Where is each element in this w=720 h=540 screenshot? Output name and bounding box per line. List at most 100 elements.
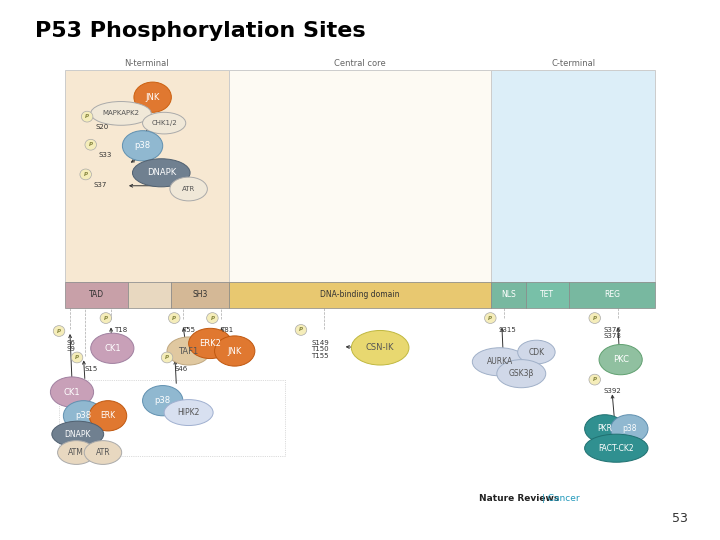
Text: NES: NES	[605, 289, 622, 298]
Ellipse shape	[63, 401, 104, 431]
Ellipse shape	[518, 340, 555, 364]
Text: ERK: ERK	[100, 411, 116, 420]
Ellipse shape	[143, 112, 186, 134]
Ellipse shape	[485, 313, 496, 323]
Bar	[491, 70, 655, 282]
Text: S15: S15	[85, 366, 98, 372]
Text: PKR: PKR	[598, 424, 612, 433]
Text: ATR: ATR	[182, 186, 195, 192]
Ellipse shape	[611, 415, 648, 443]
Text: TAF1: TAF1	[179, 347, 199, 355]
Bar	[526, 282, 569, 308]
Ellipse shape	[122, 131, 163, 161]
Text: P53 Phosphorylation Sites: P53 Phosphorylation Sites	[35, 21, 365, 40]
Ellipse shape	[84, 441, 122, 464]
Ellipse shape	[50, 377, 94, 407]
Ellipse shape	[81, 111, 93, 122]
Ellipse shape	[100, 313, 112, 323]
Ellipse shape	[589, 374, 600, 385]
Ellipse shape	[52, 421, 104, 447]
Text: S392: S392	[603, 388, 621, 394]
Text: p38: p38	[622, 424, 636, 433]
Text: T81: T81	[220, 327, 233, 333]
Text: DNAPK: DNAPK	[147, 168, 176, 177]
Text: P: P	[488, 315, 492, 321]
Ellipse shape	[89, 401, 127, 431]
Text: S6
S9: S6 S9	[67, 340, 76, 352]
Text: T18: T18	[114, 327, 127, 333]
Ellipse shape	[58, 441, 95, 464]
Ellipse shape	[167, 337, 210, 365]
Text: P: P	[210, 315, 215, 321]
Text: p38: p38	[135, 141, 150, 150]
Bar	[65, 282, 128, 308]
Ellipse shape	[91, 102, 151, 125]
Text: P: P	[165, 355, 169, 360]
Text: CK1: CK1	[63, 388, 81, 396]
Ellipse shape	[472, 348, 527, 376]
Ellipse shape	[351, 330, 409, 365]
Ellipse shape	[295, 325, 307, 335]
Text: P: P	[172, 315, 176, 321]
Text: CDK: CDK	[528, 348, 544, 356]
Text: P: P	[593, 377, 597, 382]
Bar	[229, 70, 491, 282]
Text: S376
S378: S376 S378	[603, 327, 621, 339]
Text: PKC: PKC	[613, 355, 629, 364]
Text: CHK1/2: CHK1/2	[151, 120, 177, 126]
Text: P: P	[75, 355, 79, 360]
Ellipse shape	[53, 326, 65, 336]
Text: S37: S37	[94, 182, 107, 188]
Text: GSK3β: GSK3β	[508, 369, 534, 378]
Text: p38: p38	[76, 411, 91, 420]
Text: ATR: ATR	[96, 448, 110, 457]
Text: FACT-CK2: FACT-CK2	[598, 444, 634, 453]
Text: P: P	[84, 172, 88, 177]
Text: REG: REG	[604, 291, 620, 299]
Bar	[569, 282, 655, 308]
Text: TAD: TAD	[89, 291, 104, 299]
Text: JNK: JNK	[145, 93, 160, 102]
Text: P: P	[89, 142, 93, 147]
Text: P: P	[299, 327, 303, 333]
Ellipse shape	[85, 139, 96, 150]
Text: JNK: JNK	[228, 347, 242, 355]
Text: | Cancer: | Cancer	[539, 494, 579, 503]
Ellipse shape	[207, 313, 218, 323]
Text: S20: S20	[95, 124, 108, 130]
Ellipse shape	[589, 313, 600, 323]
Text: S149
T150
T155: S149 T150 T155	[311, 340, 329, 359]
Ellipse shape	[134, 82, 171, 112]
Ellipse shape	[585, 415, 625, 443]
Ellipse shape	[497, 360, 546, 388]
Text: AURKA: AURKA	[487, 357, 513, 366]
Text: C-terminal: C-terminal	[551, 59, 595, 68]
Text: 53: 53	[672, 512, 688, 525]
Text: N-terminal: N-terminal	[125, 59, 169, 68]
Text: P: P	[85, 114, 89, 119]
Ellipse shape	[168, 313, 180, 323]
Text: MAPKAPK2: MAPKAPK2	[102, 110, 140, 117]
Ellipse shape	[170, 177, 207, 201]
Ellipse shape	[599, 345, 642, 375]
Ellipse shape	[143, 386, 183, 416]
Bar	[128, 282, 171, 308]
Ellipse shape	[91, 333, 134, 363]
Ellipse shape	[215, 336, 255, 366]
Text: T55: T55	[182, 327, 195, 333]
Text: SH3: SH3	[192, 291, 208, 299]
Text: Central core: Central core	[334, 59, 386, 68]
Bar	[65, 70, 229, 282]
Bar	[171, 282, 229, 308]
Ellipse shape	[132, 159, 190, 187]
Text: Nature Reviews: Nature Reviews	[479, 494, 559, 503]
Text: NLS: NLS	[501, 291, 516, 299]
Text: CK1: CK1	[104, 344, 121, 353]
Ellipse shape	[80, 169, 91, 180]
Text: S33: S33	[99, 152, 112, 158]
Bar	[491, 282, 526, 308]
Text: P: P	[104, 315, 108, 321]
Bar	[229, 282, 491, 308]
Ellipse shape	[71, 352, 83, 363]
Text: S46: S46	[175, 366, 188, 372]
